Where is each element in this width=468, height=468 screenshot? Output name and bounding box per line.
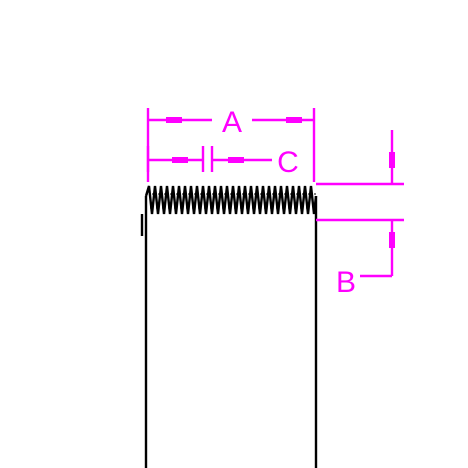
part-outline [140, 185, 318, 468]
dim-b-upper-arrow [389, 152, 395, 168]
dimension-b [316, 130, 404, 278]
dimension-b-label: B [336, 266, 356, 299]
dim-a-right-arrow [286, 117, 302, 123]
dimension-c [146, 146, 272, 172]
dimension-a-label: A [222, 106, 242, 139]
dim-c-right-arrow [228, 157, 244, 163]
dim-b-lower-arrow [389, 232, 395, 248]
dim-c-left-arrow [172, 157, 188, 163]
dimension-c-label: C [277, 146, 299, 179]
thread-zigzag [144, 185, 318, 215]
dim-a-left-arrow [166, 117, 182, 123]
